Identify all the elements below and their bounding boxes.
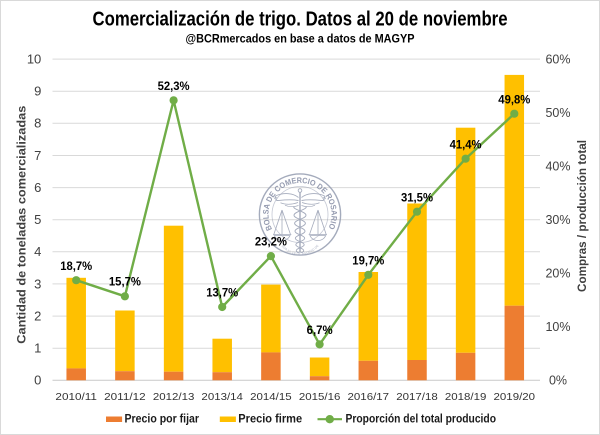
svg-text:2: 2 — [34, 309, 41, 324]
svg-text:10: 10 — [27, 52, 41, 67]
svg-text:Comercialización de trigo. Dat: Comercialización de trigo. Datos al 20 d… — [93, 9, 508, 31]
svg-text:7: 7 — [34, 148, 41, 163]
svg-text:8: 8 — [34, 116, 41, 131]
svg-text:41,4%: 41,4% — [450, 137, 482, 151]
svg-text:49,8%: 49,8% — [498, 92, 530, 106]
svg-text:0: 0 — [34, 373, 41, 388]
svg-text:3: 3 — [34, 276, 41, 291]
svg-text:4: 4 — [34, 244, 41, 259]
svg-text:5: 5 — [34, 212, 41, 227]
svg-text:2013/14: 2013/14 — [201, 391, 243, 403]
svg-text:52,3%: 52,3% — [158, 79, 190, 93]
svg-text:@BCRmercados en base a datos d: @BCRmercados en base a datos de MAGYP — [186, 32, 415, 46]
svg-text:Compras / producción total: Compras / producción total — [575, 140, 589, 292]
svg-text:40%: 40% — [545, 160, 570, 174]
svg-text:2010/11: 2010/11 — [55, 391, 97, 403]
svg-text:1: 1 — [34, 341, 41, 356]
svg-text:Precio firme: Precio firme — [238, 412, 302, 426]
svg-text:2018/19: 2018/19 — [445, 391, 487, 403]
svg-text:15,7%: 15,7% — [109, 275, 141, 289]
svg-text:9: 9 — [34, 84, 41, 99]
svg-text:0%: 0% — [549, 374, 567, 388]
svg-text:20%: 20% — [545, 267, 570, 281]
svg-text:6,7%: 6,7% — [307, 323, 333, 337]
svg-text:2017/18: 2017/18 — [396, 391, 438, 403]
svg-text:Proporción del total producido: Proporción del total producido — [346, 412, 497, 426]
svg-text:13,7%: 13,7% — [206, 286, 238, 300]
svg-text:31,5%: 31,5% — [401, 190, 433, 204]
svg-text:Precio por fijar: Precio por fijar — [125, 412, 200, 426]
svg-text:10%: 10% — [545, 320, 570, 334]
svg-text:50%: 50% — [545, 106, 570, 120]
svg-text:2014/15: 2014/15 — [250, 391, 292, 403]
svg-text:2012/13: 2012/13 — [153, 391, 195, 403]
svg-text:18,7%: 18,7% — [60, 259, 92, 273]
svg-text:19,7%: 19,7% — [352, 253, 384, 267]
svg-text:30%: 30% — [545, 213, 570, 227]
svg-text:60%: 60% — [545, 53, 570, 67]
svg-text:2016/17: 2016/17 — [348, 391, 390, 403]
svg-text:2019/20: 2019/20 — [494, 391, 536, 403]
svg-text:23,2%: 23,2% — [255, 235, 287, 249]
svg-text:6: 6 — [34, 180, 41, 195]
svg-text:2011/12: 2011/12 — [104, 391, 146, 403]
svg-text:2015/16: 2015/16 — [299, 391, 341, 403]
svg-text:Cantidad de toneladas comercia: Cantidad de toneladas comercializadas — [15, 105, 29, 343]
